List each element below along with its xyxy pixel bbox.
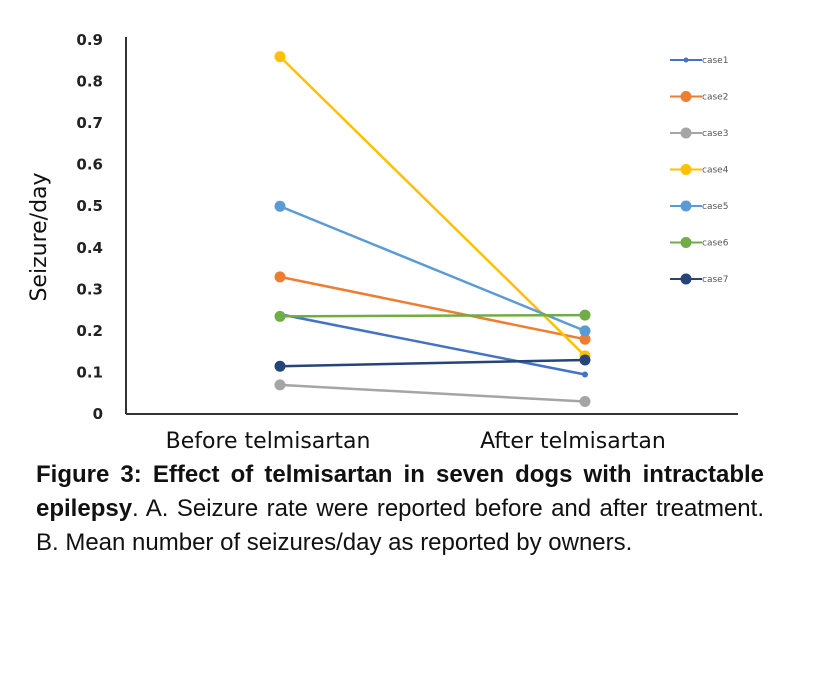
series-case7	[274, 354, 591, 372]
series-case5	[274, 200, 591, 337]
data-point	[579, 354, 591, 366]
y-tick-label: 0.2	[76, 322, 103, 340]
legend-swatch-marker	[680, 164, 692, 175]
caption-text: . A. Seizure rate were reported before a…	[36, 495, 764, 556]
series-line	[279, 55, 586, 357]
data-point	[274, 271, 286, 283]
legend-label: case5	[702, 202, 728, 212]
data-point	[274, 310, 286, 322]
legend-item: case7	[670, 273, 728, 285]
y-tick-label: 0.3	[76, 280, 103, 298]
data-point	[274, 379, 286, 391]
legend-item: case2	[670, 91, 728, 103]
chart-legend: case1 case2 case3 case4 case5 case6 case7	[670, 56, 729, 285]
y-axis-label: Seizure/day	[27, 172, 52, 301]
legend-swatch-marker	[680, 237, 692, 248]
legend-label: case7	[702, 275, 728, 285]
data-point	[274, 200, 286, 212]
y-tick-label: 0.7	[76, 114, 103, 132]
y-tick-label: 0.1	[76, 363, 103, 381]
series-case1	[277, 311, 588, 378]
chart-axes: 0 0.1 0.2 0.3 0.4 0.5 0.6 0.7 0.8 0.9 Before telmi…	[27, 31, 738, 454]
x-category-label: Before telmisartan	[166, 429, 371, 454]
legend-label: case2	[702, 93, 728, 103]
series-line	[279, 275, 586, 341]
caption-bold: Figure 3: Effect of telmisartan in seven…	[36, 461, 764, 522]
series-case3	[274, 379, 591, 408]
legend-item: case4	[670, 164, 729, 176]
data-point	[274, 360, 286, 372]
series-line	[279, 313, 586, 318]
legend-swatch-marker	[680, 273, 692, 285]
y-tick-label: 0.4	[76, 239, 103, 257]
y-tick-label: 0.5	[76, 197, 103, 215]
data-point	[579, 325, 591, 337]
legend-swatch-marker	[683, 57, 689, 63]
legend-label: case3	[702, 129, 728, 139]
legend-label: case1	[702, 56, 728, 66]
y-tick-label: 0.8	[76, 73, 103, 91]
data-point	[274, 51, 286, 63]
data-point	[579, 309, 591, 321]
legend-item: case1	[670, 56, 728, 66]
legend-item: case3	[670, 127, 728, 139]
y-tick-label: 0.6	[76, 156, 103, 174]
series-lines	[274, 51, 591, 408]
legend-swatch-marker	[680, 200, 692, 212]
y-tick-label: 0.9	[76, 31, 103, 49]
series-line	[279, 383, 586, 403]
legend-label: case4	[702, 166, 729, 176]
data-point	[579, 396, 591, 408]
figure-caption: Figure 3: Effect of telmisartan in seven…	[36, 458, 764, 560]
line-chart: 0 0.1 0.2 0.3 0.4 0.5 0.6 0.7 0.8 0.9 Before telmi…	[27, 31, 738, 454]
y-tick-label: 0	[93, 405, 103, 423]
data-point	[579, 333, 591, 345]
series-line	[279, 313, 586, 376]
legend-swatch-marker	[680, 127, 692, 139]
series-case2	[274, 271, 591, 345]
x-category-label: After telmisartan	[480, 429, 666, 454]
legend-swatch-marker	[680, 91, 692, 102]
series-case6	[274, 309, 591, 322]
data-point	[582, 371, 588, 378]
legend-item: case6	[670, 237, 729, 249]
series-line	[279, 205, 586, 333]
legend-label: case6	[702, 239, 729, 249]
series-line	[279, 358, 586, 368]
legend-item: case5	[670, 200, 728, 212]
